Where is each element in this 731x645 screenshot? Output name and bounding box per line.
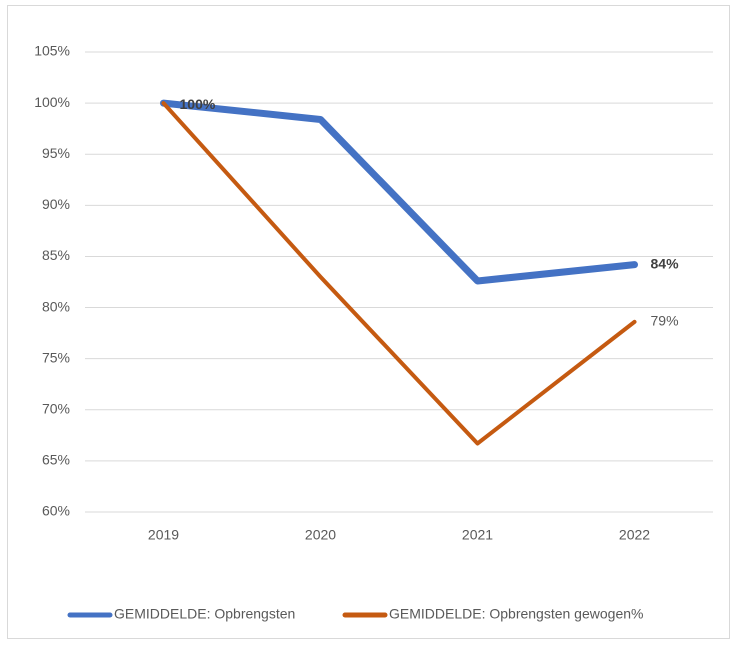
y-tick-label: 105% xyxy=(34,43,70,59)
y-tick-label: 80% xyxy=(42,298,70,314)
data-label: 84% xyxy=(651,255,680,271)
legend-label: GEMIDDELDE: Opbrengsten xyxy=(114,606,295,622)
y-tick-label: 95% xyxy=(42,145,70,161)
legend-label: GEMIDDELDE: Opbrengsten gewogen% xyxy=(389,606,643,622)
x-tick-label: 2021 xyxy=(462,527,493,543)
y-tick-label: 75% xyxy=(42,349,70,365)
data-label: 79% xyxy=(651,313,679,329)
x-tick-label: 2020 xyxy=(305,527,336,543)
y-tick-label: 60% xyxy=(42,503,70,519)
y-tick-label: 100% xyxy=(34,94,70,110)
chart-border xyxy=(7,5,730,639)
data-label: 100% xyxy=(180,96,216,112)
y-tick-label: 90% xyxy=(42,196,70,212)
x-tick-label: 2019 xyxy=(148,527,179,543)
y-tick-label: 65% xyxy=(42,452,70,468)
series-line xyxy=(160,99,638,285)
y-tick-label: 85% xyxy=(42,247,70,263)
y-tick-label: 70% xyxy=(42,400,70,416)
series-line xyxy=(161,101,637,446)
x-tick-label: 2022 xyxy=(619,527,650,543)
